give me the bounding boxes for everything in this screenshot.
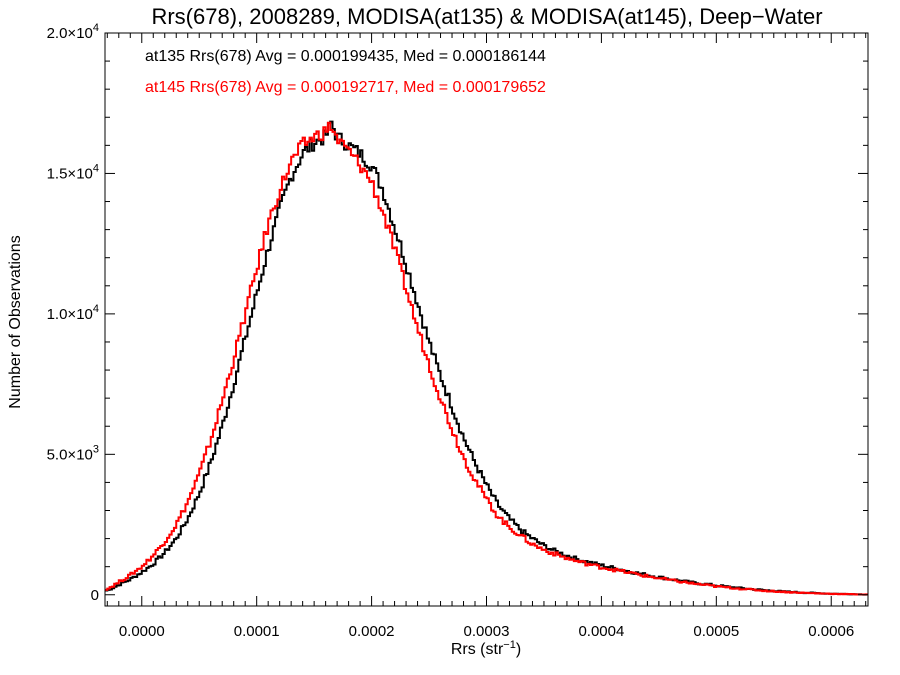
annotation-at135: at135 Rrs(678) Avg = 0.000199435, Med = … [145, 48, 546, 65]
x-tick-label: 0.0000 [119, 623, 165, 640]
chart-title: Rrs(678), 2008289, MODISA(at135) & MODIS… [151, 4, 822, 29]
x-tick-label: 0.0001 [234, 623, 280, 640]
plot-frame [104, 32, 869, 607]
y-tick-label: 1.0×104 [47, 303, 99, 323]
series-layer [105, 120, 868, 596]
x-tick-label: 0.0003 [464, 623, 510, 640]
annotation-at145: at145 Rrs(678) Avg = 0.000192717, Med = … [145, 79, 546, 96]
y-axis-label: Number of Observations [7, 235, 24, 408]
x-tick-label: 0.0006 [808, 623, 854, 640]
y-tick-label: 0 [91, 587, 99, 604]
x-axis-label-superscript: −1 [503, 639, 516, 651]
y-tick-label: 1.5×104 [47, 162, 99, 182]
axes-layer: 0.0000 0.0001 0.0002 0.0003 0.0004 0.0005 0.00… [47, 22, 869, 640]
y-tick-label: 5.0×103 [47, 443, 99, 463]
x-tick-label: 0.0004 [578, 623, 624, 640]
x-axis-label: Rrs (str−1) [451, 639, 521, 658]
x-tick-label: 0.0002 [349, 623, 395, 640]
series-line-0 [105, 120, 868, 596]
x-tick-label: 0.0005 [693, 623, 739, 640]
y-tick-label: 2.0×104 [47, 22, 99, 42]
series-line-1 [105, 121, 868, 596]
